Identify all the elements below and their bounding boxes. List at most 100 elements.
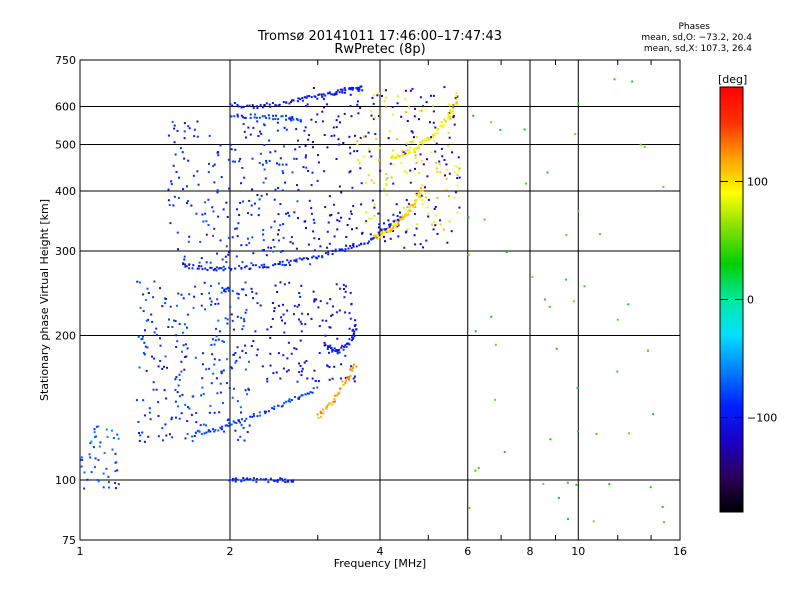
data-point [357,112,360,115]
data-point [333,235,336,238]
data-point [346,224,349,226]
data-point [166,366,168,369]
data-point [177,248,179,251]
y-tick-label: 400 [55,185,76,198]
data-point [344,311,347,314]
data-point [273,245,276,248]
data-point [165,397,168,400]
data-point [292,480,295,483]
data-point [283,283,286,286]
data-point [264,412,267,415]
data-point [272,238,275,241]
phases-x-stats: mean, sd,X: 107.3, 26.4 [643,44,752,54]
data-point [402,217,405,220]
data-point [213,363,216,366]
data-point [432,110,435,113]
data-point [265,159,268,162]
data-point [244,368,247,371]
data-point [212,428,214,431]
data-point [92,446,95,449]
data-point [409,151,412,154]
data-point [219,426,222,429]
data-point [385,178,388,181]
data-point [256,302,259,305]
data-point [289,240,292,243]
data-point [326,230,329,233]
data-point [216,298,219,301]
data-point [228,422,231,425]
data-point [421,139,424,142]
data-point [323,344,326,347]
data-point [143,341,146,344]
data-point [240,106,243,109]
data-point [259,130,261,133]
data-point [451,110,454,113]
data-point [299,118,302,121]
data-point [370,217,373,220]
data-point [219,144,222,147]
data-point [196,135,199,138]
data-point [205,431,208,434]
data-point [213,343,216,346]
data-point [180,147,182,150]
data-point [409,204,412,207]
data-point [452,112,455,115]
data-point [374,116,376,119]
data-point [279,250,282,253]
data-point [192,264,195,267]
data-point [240,316,243,319]
data-point [224,267,227,270]
data-point [349,374,352,377]
data-point [415,199,418,201]
data-point [367,147,370,150]
data-point [223,341,226,343]
data-point [195,412,198,414]
data-point [192,395,195,398]
data-point [405,230,408,233]
data-point [345,244,348,247]
data-point [447,114,450,117]
data-point [313,249,316,252]
data-point [218,359,221,361]
data-point [353,330,356,333]
data-point [426,206,429,209]
data-point [409,181,412,184]
data-point [385,230,388,232]
data-point [252,264,255,267]
data-point [210,382,213,385]
data-point [244,478,246,481]
data-point [284,322,287,325]
data-point [339,287,342,290]
data-point [316,97,319,100]
data-point [148,407,151,410]
data-point [387,226,390,229]
data-point [268,103,271,106]
data-point [472,114,475,117]
data-point [288,214,291,217]
data-point [212,210,215,213]
data-point [436,232,439,235]
data-point [433,207,436,210]
data-point [274,104,277,107]
data-point [373,214,376,217]
data-point [449,111,452,113]
data-point [352,205,355,207]
data-point [276,480,279,483]
data-point [405,153,408,156]
data-point [200,265,203,268]
data-point [337,212,340,215]
data-point [505,251,508,254]
data-point [477,467,480,469]
data-point [288,398,291,401]
data-point [448,111,451,114]
data-point [293,259,296,262]
data-point [338,309,341,312]
data-point [416,223,419,226]
data-point [323,106,325,109]
data-point [322,412,325,415]
data-point [200,257,203,260]
data-point [396,215,399,217]
data-point [354,319,357,322]
data-point [350,369,353,372]
data-point [213,411,216,414]
